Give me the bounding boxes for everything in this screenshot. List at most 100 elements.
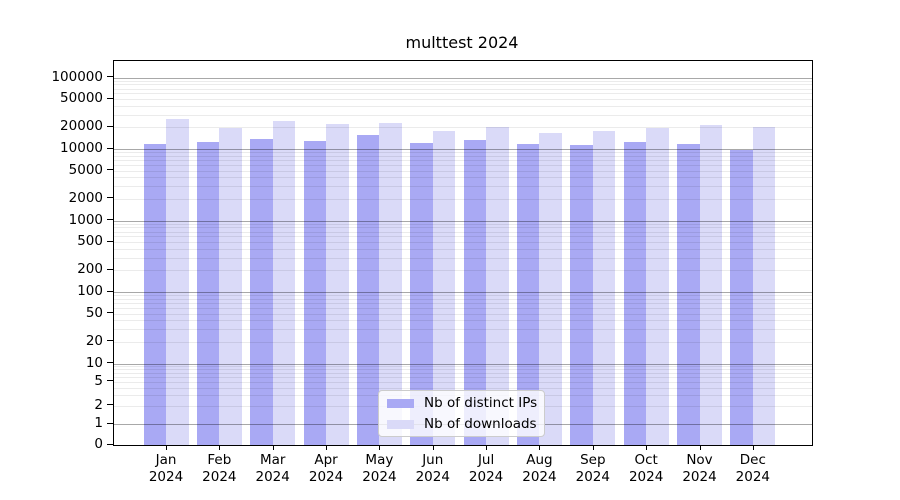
x-tick-mark — [646, 445, 648, 450]
x-tick-label: Oct 2024 — [628, 452, 664, 485]
y-tick-label: 50000 — [60, 90, 103, 107]
y-tick-mark — [107, 197, 113, 199]
gridline-minor — [114, 114, 812, 116]
x-tick-mark — [219, 445, 221, 450]
y-tick-mark — [107, 362, 113, 363]
bar-distinct-ips-oct — [623, 142, 647, 445]
gridline-minor — [114, 313, 812, 315]
gridline-minor — [114, 366, 812, 368]
y-tick-label: 1000 — [68, 211, 103, 228]
gridline-minor — [114, 127, 812, 129]
gridline-minor — [114, 242, 812, 244]
gridline-minor — [114, 164, 812, 166]
gridline-minor — [114, 329, 812, 331]
x-tick-mark — [592, 445, 594, 450]
y-tick-label: 2 — [94, 396, 103, 413]
y-tick-label: 20 — [85, 332, 103, 349]
gridline-minor — [114, 236, 812, 238]
y-tick-label: 50 — [85, 304, 103, 321]
y-tick-label: 500 — [77, 233, 103, 250]
y-tick-mark — [107, 380, 113, 382]
gridline-minor — [114, 369, 812, 371]
x-tick-mark — [752, 445, 754, 450]
y-tick-label: 1 — [94, 415, 103, 431]
plot-area: Nb of distinct IPs Nb of downloads — [113, 60, 813, 446]
y-tick-mark — [107, 312, 113, 314]
gridline-minor — [114, 231, 812, 233]
bar-downloads-feb — [219, 127, 242, 445]
bar-distinct-ips-dec — [730, 149, 753, 445]
y-tick-mark — [107, 125, 113, 127]
gridline-minor — [114, 93, 812, 95]
bar-distinct-ips-mar — [250, 138, 273, 445]
bar-distinct-ips-may — [356, 135, 380, 445]
gridline-minor — [114, 88, 812, 90]
bar-downloads-sep — [592, 131, 616, 445]
bar-downloads-apr — [326, 123, 349, 445]
y-tick-label: 10000 — [60, 140, 103, 156]
y-tick-label: 100 — [77, 283, 103, 299]
gridline-minor — [114, 223, 812, 225]
x-tick-label: Feb 2024 — [202, 452, 237, 485]
bar-distinct-ips-jun — [410, 143, 433, 445]
gridline-minor — [114, 257, 812, 259]
y-tick-mark — [107, 97, 113, 99]
bar-distinct-ips-nov — [677, 143, 700, 445]
gridline-minor — [114, 170, 812, 172]
gridline-minor — [114, 198, 812, 200]
y-tick-mark — [107, 240, 113, 242]
x-tick-label: Jun 2024 — [415, 452, 450, 485]
bar-distinct-ips-feb — [196, 142, 220, 445]
gridline-major — [114, 220, 812, 222]
y-tick-mark — [107, 340, 113, 342]
x-tick-mark — [539, 445, 541, 450]
legend-label-distinct-ips: Nb of distinct IPs — [424, 395, 538, 411]
x-tick-mark — [326, 445, 328, 450]
bar-distinct-ips-jan — [143, 143, 166, 445]
x-tick-mark — [699, 445, 701, 450]
x-tick-mark — [432, 445, 434, 450]
y-tick-mark — [107, 290, 113, 292]
gridline-minor — [114, 177, 812, 179]
gridline-minor — [114, 320, 812, 322]
y-tick-mark — [107, 268, 113, 270]
gridline-minor — [114, 387, 812, 389]
gridline-major — [114, 149, 812, 150]
gridline-minor — [114, 152, 812, 154]
bar-downloads-mar — [272, 120, 296, 445]
bar-distinct-ips-apr — [303, 140, 327, 445]
bars-layer — [114, 61, 812, 445]
x-tick-mark — [486, 445, 488, 450]
bar-distinct-ips-jul — [463, 139, 487, 445]
gridline-minor — [114, 248, 812, 250]
y-tick-mark — [107, 147, 113, 149]
x-tick-mark — [379, 445, 381, 450]
bar-downloads-aug — [539, 132, 562, 445]
legend-swatch-downloads — [387, 419, 414, 429]
gridline-minor — [114, 155, 812, 157]
y-tick-mark — [107, 76, 113, 77]
y-tick-label: 10 — [85, 354, 103, 371]
x-tick-label: Jul 2024 — [468, 452, 504, 485]
gridline-minor — [114, 381, 812, 383]
gridline-minor — [114, 160, 812, 162]
gridline-minor — [114, 295, 812, 297]
bar-downloads-nov — [699, 124, 722, 445]
gridline-major — [114, 363, 812, 365]
legend-label-downloads: Nb of downloads — [424, 416, 537, 432]
gridline-minor — [114, 99, 812, 101]
gridline-minor — [114, 298, 812, 300]
gridline-minor — [114, 84, 812, 86]
y-tick-mark — [107, 422, 113, 424]
x-tick-label: May 2024 — [362, 452, 397, 485]
legend-entry-distinct-ips: Nb of distinct IPs — [387, 395, 538, 411]
y-tick-label: 100000 — [51, 68, 103, 85]
bar-downloads-may — [379, 123, 402, 445]
y-tick-label: 2000 — [68, 189, 103, 206]
y-tick-mark — [107, 404, 113, 406]
gridline-minor — [114, 80, 812, 82]
gridline-minor — [114, 105, 812, 107]
x-tick-label: Apr 2024 — [308, 452, 344, 485]
bar-downloads-jul — [486, 127, 509, 445]
